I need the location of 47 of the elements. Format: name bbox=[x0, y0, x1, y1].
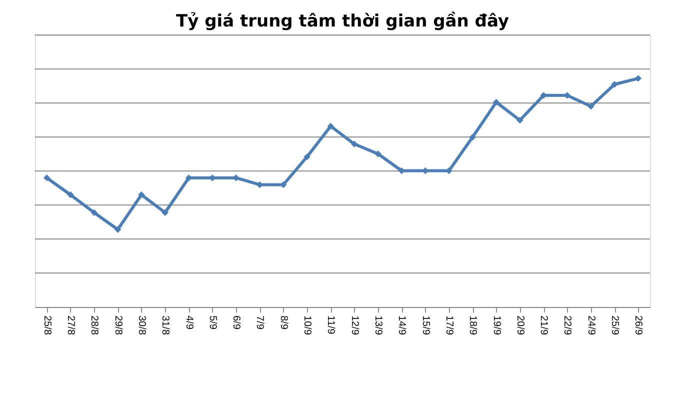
point bbox=[492, 98, 500, 106]
point bbox=[540, 92, 547, 99]
point bbox=[138, 191, 145, 198]
point bbox=[67, 191, 74, 198]
point bbox=[350, 140, 358, 148]
point bbox=[280, 181, 287, 188]
point bbox=[43, 174, 50, 182]
point bbox=[516, 116, 524, 124]
x-tick-label: 5/9 bbox=[206, 316, 218, 330]
point bbox=[611, 81, 618, 88]
point bbox=[398, 167, 405, 174]
x-tick-label: 24/9 bbox=[585, 316, 596, 336]
x-tick-label: 7/9 bbox=[254, 316, 266, 330]
x-tick-label: 20/9 bbox=[514, 316, 526, 336]
x-tick-label: 6/9 bbox=[230, 316, 242, 330]
x-tick-label: 21/9 bbox=[538, 316, 550, 336]
x-tick-label: 28/8 bbox=[88, 316, 100, 336]
point bbox=[304, 153, 310, 160]
point bbox=[90, 209, 98, 216]
x-tick-label: 30/8 bbox=[136, 316, 147, 336]
x-tick-label: 22/9 bbox=[562, 316, 573, 336]
x-tick-label: 27/8 bbox=[64, 316, 76, 336]
x-tick-label: 11/9 bbox=[325, 316, 336, 335]
x-tick-label: 25/8 bbox=[41, 316, 52, 336]
point bbox=[374, 150, 382, 158]
x-tick-label: 26/9 bbox=[632, 316, 644, 336]
x-tick-label: 15/9 bbox=[420, 316, 431, 336]
point bbox=[446, 167, 452, 174]
point bbox=[327, 122, 334, 130]
x-tick-label: 25/9 bbox=[609, 316, 620, 336]
x-tick-label: 13/9 bbox=[372, 316, 384, 336]
x-tick-label: 12/9 bbox=[348, 316, 360, 336]
x-tick-label: 19/9 bbox=[490, 316, 502, 336]
x-tick-label: 8/9 bbox=[278, 316, 289, 330]
x-tick-label: 17/9 bbox=[443, 316, 454, 336]
x-tick-label: 4/9 bbox=[183, 316, 194, 330]
x-tick-label: 31/8 bbox=[160, 316, 171, 336]
point bbox=[162, 209, 168, 216]
point bbox=[634, 75, 642, 82]
chart-title: Tỷ giá trung tâm thời gian gần đây bbox=[176, 12, 510, 32]
x-tick-label: 29/8 bbox=[112, 316, 124, 336]
point bbox=[469, 134, 476, 141]
x-tick-label: 10/9 bbox=[302, 316, 313, 336]
point bbox=[588, 102, 594, 110]
point bbox=[114, 226, 122, 233]
x-tick-label: 14/9 bbox=[396, 316, 408, 336]
x-tick-label: 18/9 bbox=[467, 316, 478, 336]
